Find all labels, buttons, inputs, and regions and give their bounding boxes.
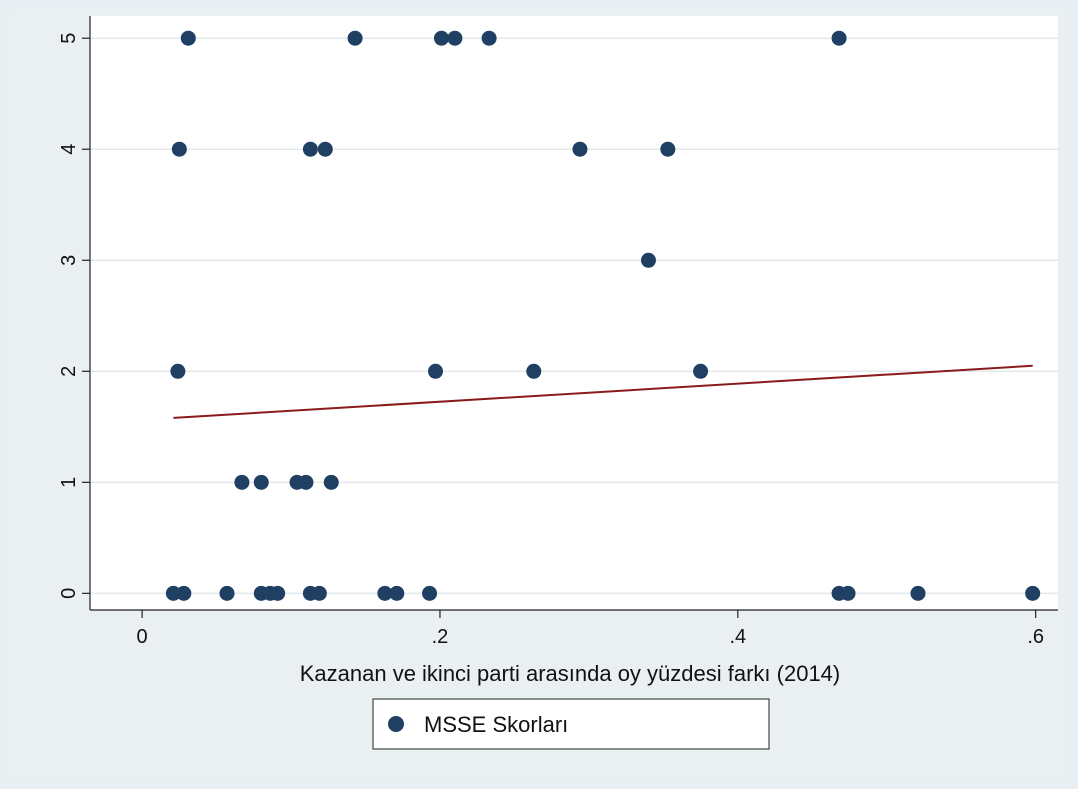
data-point [693,363,709,379]
y-tick-label: 1 [58,477,80,488]
data-point [323,474,339,490]
data-point [433,30,449,46]
data-point [389,585,405,601]
data-point [171,141,187,157]
data-point [910,585,926,601]
data-point [840,585,856,601]
data-points [165,30,1041,601]
data-point [270,585,286,601]
x-tick-label: 0 [137,626,148,648]
data-point [253,474,269,490]
data-point [347,30,363,46]
fit-line-group [173,364,1033,419]
legend-label: MSSE Skorları [424,712,568,737]
data-point [302,141,318,157]
data-point [176,585,192,601]
x-tick-label: .6 [1027,626,1044,648]
x-tick-label: .2 [432,626,449,648]
data-point [298,474,314,490]
legend-marker [388,716,404,732]
data-point [377,585,393,601]
plot-area [90,16,1058,610]
data-point [428,363,444,379]
data-point [311,585,327,601]
y-tick-label: 4 [58,144,80,155]
axes: 0 1 2 3 4 5 0 .2 .4 .6 [58,16,1058,648]
data-point [481,30,497,46]
y-tick-label: 0 [58,588,80,599]
data-point [660,141,676,157]
data-point [317,141,333,157]
grid-lines [90,37,1058,595]
fit-line [173,364,1033,419]
x-tick-label: .4 [729,626,746,648]
data-point [170,363,186,379]
data-point [640,252,656,268]
y-tick-label: 2 [58,366,80,377]
data-point [180,30,196,46]
legend: MSSE Skorları [372,698,770,750]
y-tick-label: 5 [58,33,80,44]
data-point [219,585,235,601]
data-point [831,30,847,46]
y-tick-label: 3 [58,255,80,266]
data-point [572,141,588,157]
data-point [234,474,250,490]
data-point [1025,585,1041,601]
data-point [422,585,438,601]
data-point [447,30,463,46]
x-axis-title: Kazanan ve ikinci parti arasında oy yüzd… [300,661,841,686]
legend-box [372,698,770,750]
data-point [526,363,542,379]
data-point [165,585,181,601]
